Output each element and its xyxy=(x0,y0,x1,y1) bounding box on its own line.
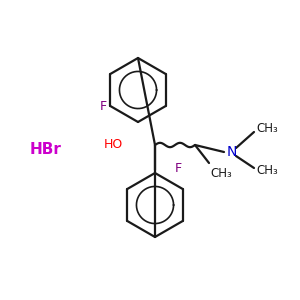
Text: HO: HO xyxy=(104,139,123,152)
Text: CH₃: CH₃ xyxy=(210,167,232,180)
Text: F: F xyxy=(100,100,107,112)
Text: N: N xyxy=(227,145,237,159)
Text: CH₃: CH₃ xyxy=(256,122,278,136)
Text: HBr: HBr xyxy=(30,142,62,158)
Text: F: F xyxy=(175,162,182,175)
Text: CH₃: CH₃ xyxy=(256,164,278,178)
